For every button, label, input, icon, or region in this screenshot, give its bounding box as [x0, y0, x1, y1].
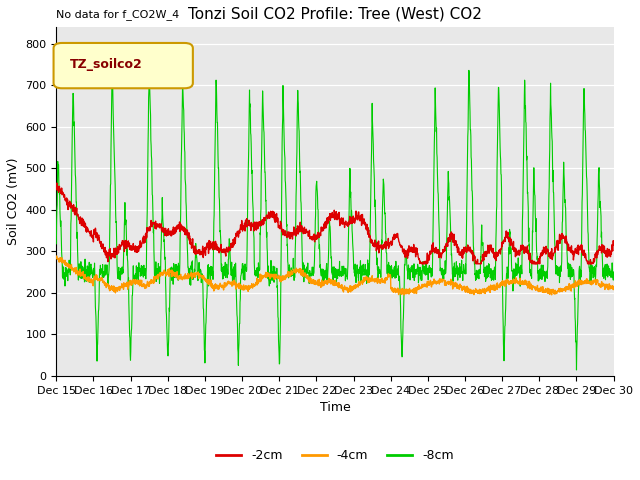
Text: No data for f_CO2W_4: No data for f_CO2W_4: [56, 10, 180, 20]
Title: Tonzi Soil CO2 Profile: Tree (West) CO2: Tonzi Soil CO2 Profile: Tree (West) CO2: [188, 7, 482, 22]
Y-axis label: Soil CO2 (mV): Soil CO2 (mV): [7, 158, 20, 245]
X-axis label: Time: Time: [319, 401, 350, 414]
FancyBboxPatch shape: [54, 43, 193, 88]
Legend: -2cm, -4cm, -8cm: -2cm, -4cm, -8cm: [211, 444, 458, 467]
Text: TZ_soilco2: TZ_soilco2: [70, 58, 143, 71]
